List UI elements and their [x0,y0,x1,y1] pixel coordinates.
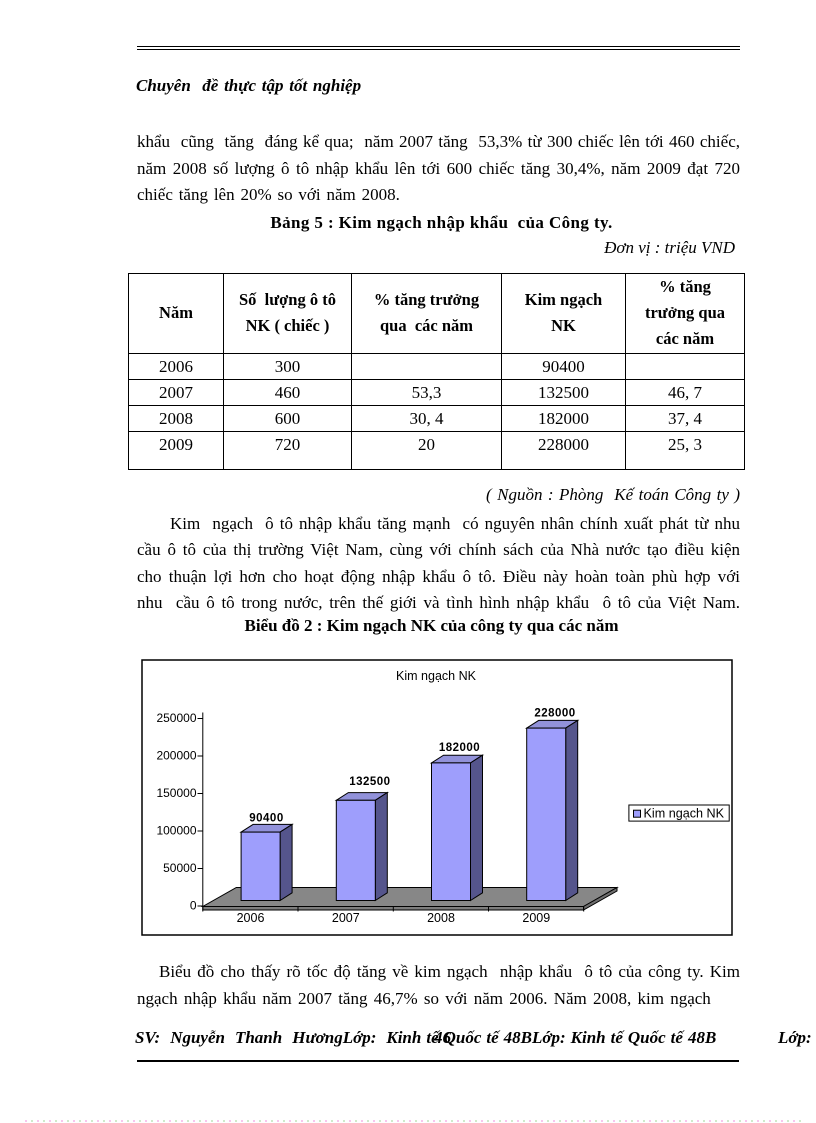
svg-text:132500: 132500 [349,776,390,788]
svg-text:182000: 182000 [439,742,480,754]
svg-text:50000: 50000 [163,861,197,875]
svg-text:200000: 200000 [156,749,196,763]
svg-text:Kim ngạch NK: Kim ngạch NK [644,807,725,821]
svg-text:228000: 228000 [534,708,575,720]
svg-text:250000: 250000 [156,711,196,725]
svg-text:90400: 90400 [249,813,283,825]
svg-text:Kim ngạch NK: Kim ngạch NK [396,669,477,683]
svg-text:100000: 100000 [156,824,196,838]
svg-text:150000: 150000 [156,786,196,800]
svg-text:2009: 2009 [522,911,550,925]
svg-text:2007: 2007 [332,911,360,925]
svg-text:2008: 2008 [427,911,455,925]
svg-text:2006: 2006 [237,911,265,925]
svg-text:0: 0 [190,899,197,913]
